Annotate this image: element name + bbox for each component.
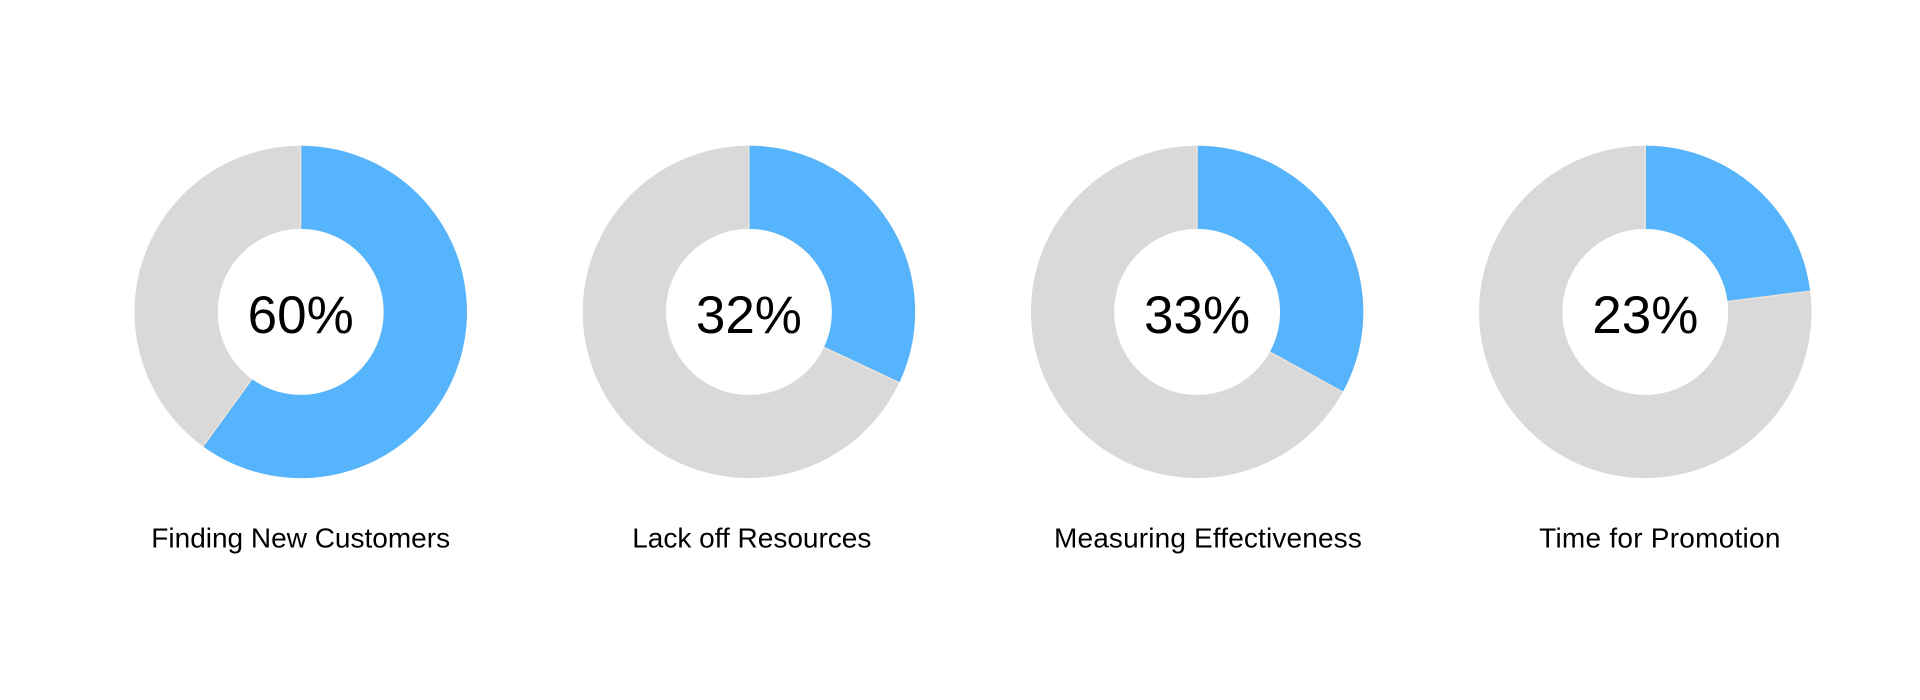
svg-text:23%: 23% [1592,286,1698,345]
svg-text:60%: 60% [248,286,354,345]
svg-text:Time for Promotion: Time for Promotion [1539,522,1781,553]
svg-text:32%: 32% [696,286,802,345]
svg-text:33%: 33% [1144,286,1250,345]
svg-text:Measuring Effectiveness: Measuring Effectiveness [1054,522,1362,553]
svg-text:Finding New Customers: Finding New Customers [151,522,450,553]
svg-text:Lack off Resources: Lack off Resources [632,522,871,553]
